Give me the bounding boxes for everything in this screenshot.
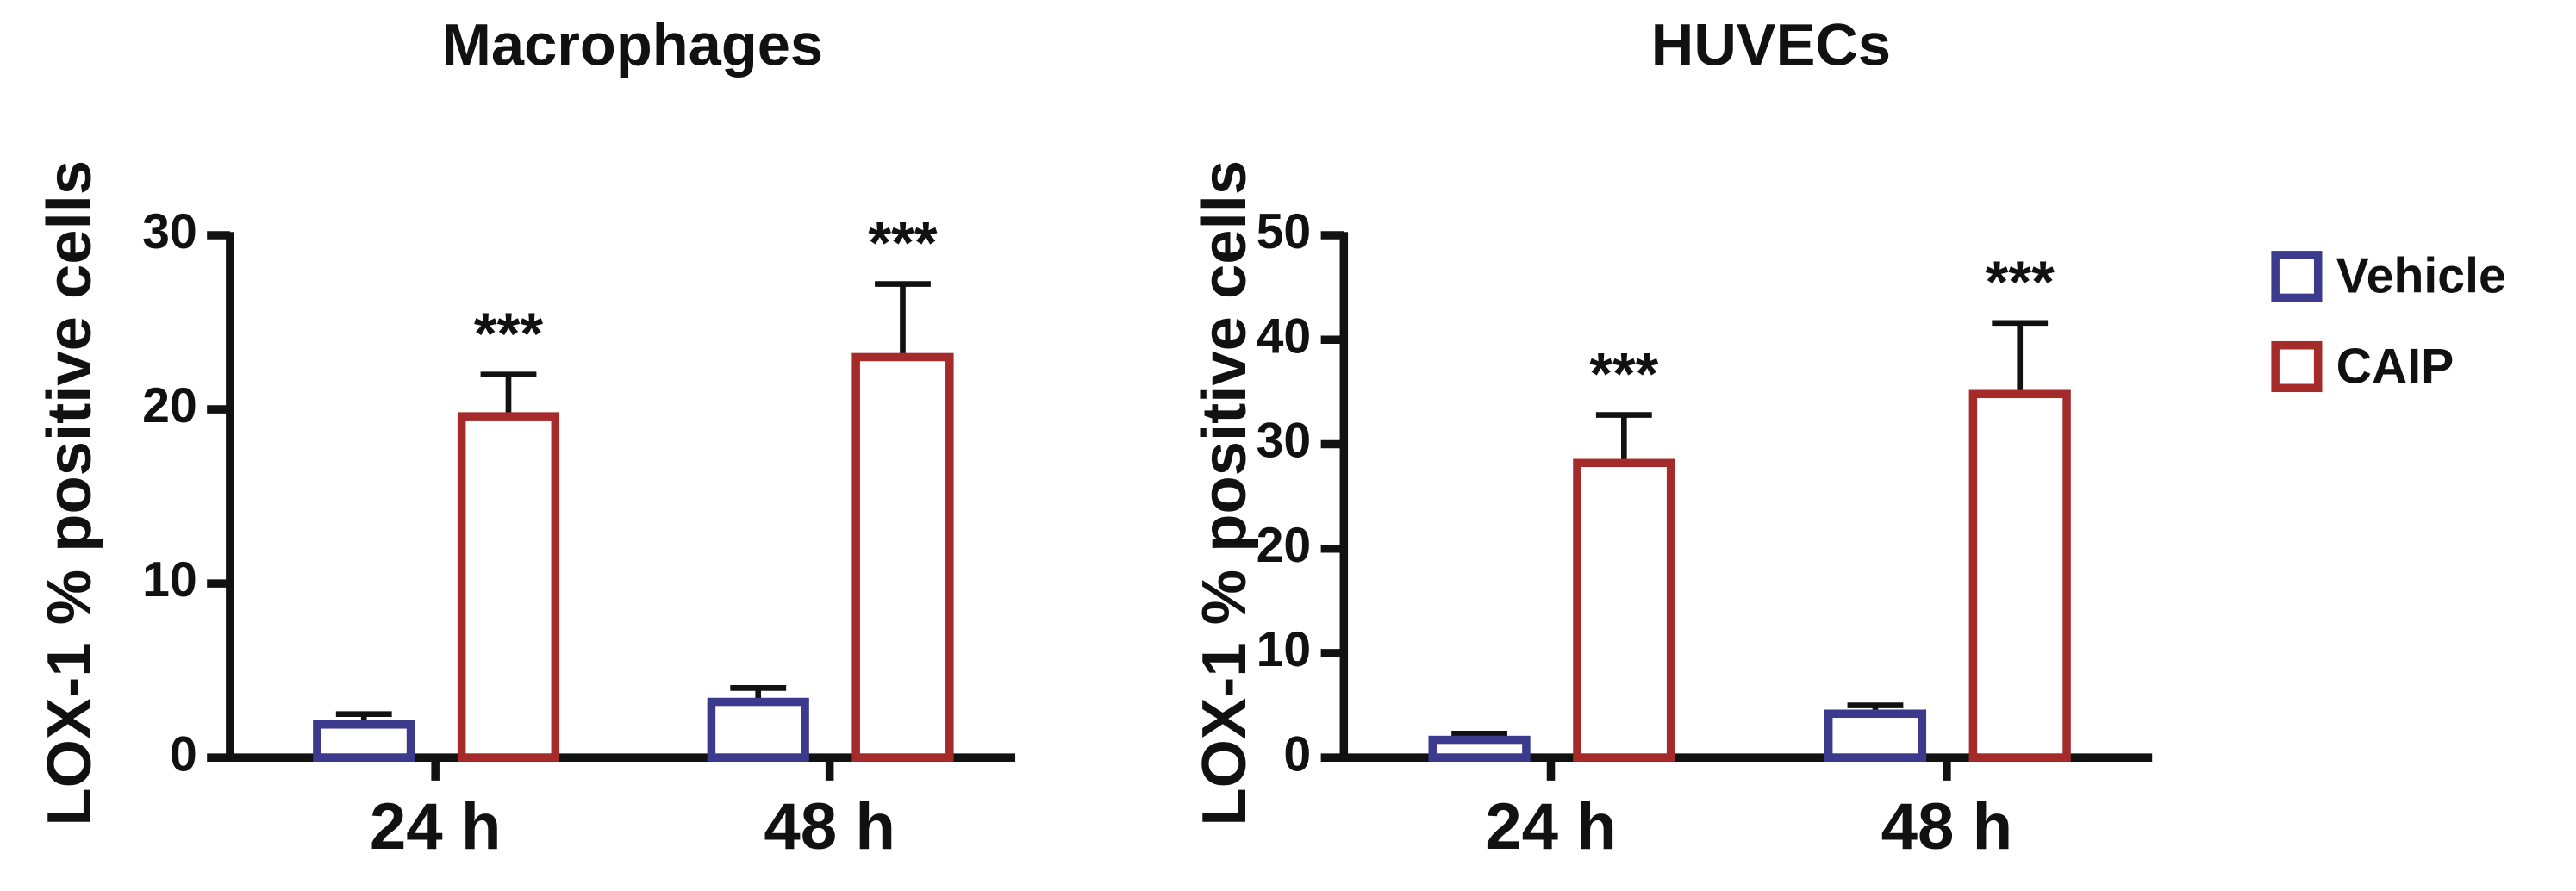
chart-title: Macrophages — [442, 12, 823, 78]
legend-swatch — [2271, 251, 2323, 302]
bar — [1968, 389, 2071, 762]
legend-swatch — [2271, 340, 2323, 393]
y-tick-label: 0 — [170, 726, 197, 782]
y-axis-label: LOX-1 % positive cells — [34, 160, 104, 826]
x-tick-label: 48 h — [1881, 790, 2013, 863]
y-tick-label: 20 — [1257, 518, 1312, 573]
y-tick-label: 30 — [1257, 414, 1312, 469]
x-tick-label: 24 h — [1485, 790, 1617, 863]
significance: *** — [868, 210, 937, 277]
chart-title: HUVECs — [1651, 12, 1891, 78]
y-tick-label: 20 — [142, 378, 197, 433]
legend-label: Vehicle — [2336, 249, 2506, 304]
significance: *** — [1589, 341, 1658, 408]
y-tick-label: 40 — [1257, 308, 1312, 364]
x-tick-label: 24 h — [370, 790, 502, 863]
y-tick-label: 10 — [142, 552, 197, 608]
bar — [313, 720, 415, 762]
bar — [851, 352, 954, 762]
y-axis-label: LOX-1 % positive cells — [1189, 160, 1259, 826]
bar — [707, 697, 809, 762]
bar — [1573, 458, 1675, 762]
y-tick-label: 10 — [1257, 622, 1312, 677]
significance: *** — [1986, 249, 2055, 315]
legend-label: CAIP — [2336, 339, 2454, 394]
y-tick-label: 30 — [142, 204, 197, 259]
x-tick-label: 48 h — [764, 790, 895, 863]
y-tick-label: 50 — [1257, 204, 1312, 259]
significance: *** — [474, 301, 543, 367]
bar — [457, 412, 560, 762]
y-tick-label: 0 — [1283, 726, 1311, 782]
bar — [1428, 735, 1531, 762]
bar — [1824, 709, 1927, 762]
